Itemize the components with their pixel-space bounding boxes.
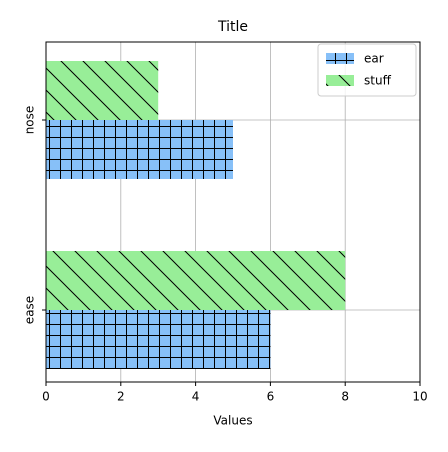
chart-title: Title [217,19,248,35]
x-tick-label: 8 [341,390,349,404]
x-tick-label: 0 [42,390,50,404]
bar-hatch [46,61,159,120]
x-tick-label: 4 [192,390,200,404]
legend-label: stuff [364,74,392,88]
bar-hatch [46,310,271,369]
axes-frame [45,41,421,383]
bar-hatch [46,251,346,310]
y-tick-label: nose [23,106,37,135]
x-tick-label: 2 [117,390,125,404]
legend-swatch-hatch [326,75,354,86]
x-tick-label: 6 [267,390,275,404]
legend-swatch-hatch [326,53,354,64]
x-axis-label: Values [213,414,252,428]
x-tick-label: 10 [412,390,427,404]
bar-hatch [46,120,233,179]
legend-label: ear [364,52,384,66]
y-tick-label: ease [23,296,37,324]
